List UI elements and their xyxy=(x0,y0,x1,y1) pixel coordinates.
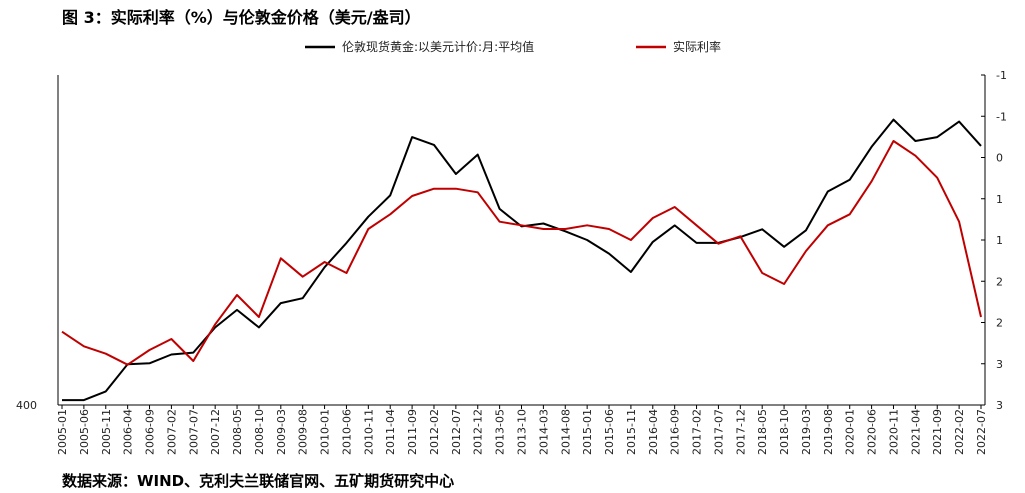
x-tick-label: 2012-02 xyxy=(428,409,441,455)
x-tick-label: 2021-09 xyxy=(931,409,944,455)
x-tick-label: 2019-08 xyxy=(822,409,835,455)
legend: 伦敦现货黄金:以美元计价:月:平均值 实际利率 xyxy=(305,39,721,54)
x-tick-label: 2006-04 xyxy=(122,409,135,455)
x-tick-label: 2020-06 xyxy=(866,409,879,455)
x-tick-label: 2011-04 xyxy=(384,409,397,455)
legend-label: 伦敦现货黄金:以美元计价:月:平均值 xyxy=(342,39,534,54)
x-tick-label: 2012-07 xyxy=(450,409,463,455)
legend-label: 实际利率 xyxy=(673,39,721,54)
x-tick-label: 2014-03 xyxy=(537,409,550,455)
series-line-0 xyxy=(62,118,982,402)
right-tick-label: -1 xyxy=(996,110,1007,123)
x-tick-label: 2007-12 xyxy=(209,409,222,455)
x-tick-label: 2007-07 xyxy=(187,409,200,455)
right-tick-label: 2 xyxy=(996,275,1003,288)
x-tick-label: 2022-02 xyxy=(953,409,966,455)
x-tick-label: 2012-12 xyxy=(472,409,485,455)
right-tick-label: 3 xyxy=(996,358,1003,371)
right-tick-label: 3 xyxy=(996,399,1003,412)
x-tick-label: 2018-10 xyxy=(778,409,791,455)
x-tick-label: 2013-05 xyxy=(494,409,507,455)
right-tick-label: 0 xyxy=(996,152,1003,165)
x-tick-label: 2005-06 xyxy=(78,409,91,455)
x-tick-label: 2005-11 xyxy=(100,409,113,455)
x-tick-label: 2010-11 xyxy=(362,409,375,455)
x-tick-label: 2011-09 xyxy=(406,409,419,455)
series-line-1 xyxy=(61,140,982,366)
x-tick-label: 2005-01 xyxy=(56,409,69,455)
x-tick-label: 2021-04 xyxy=(909,409,922,455)
chart-title: 图 3：实际利率（%）与伦敦金价格（美元/盎司） xyxy=(62,8,421,27)
series-layer xyxy=(61,118,982,402)
x-tick-label: 2009-03 xyxy=(275,409,288,455)
x-tick-label: 2008-10 xyxy=(253,409,266,455)
x-tick-label: 2018-05 xyxy=(756,409,769,455)
x-tick-label: 2010-01 xyxy=(319,409,332,455)
x-tick-label: 2016-04 xyxy=(647,409,660,455)
source-note: 数据来源：WIND、克利夫兰联储官网、五矿期货研究中心 xyxy=(62,472,455,490)
axes: 400 -1 -1 0 1 1 2 2 3 3 2005-01 2005-06 2005-11 2006-… xyxy=(16,69,1007,455)
left-tick-label: 400 xyxy=(16,399,37,412)
x-tick-label: 2019-03 xyxy=(800,409,813,455)
x-tick-label: 2017-02 xyxy=(691,409,704,455)
x-tick-label: 2009-08 xyxy=(297,409,310,455)
x-tick-label: 2016-09 xyxy=(669,409,682,455)
x-tick-label: 2013-10 xyxy=(516,409,529,455)
x-tick-label: 2020-11 xyxy=(887,409,900,455)
right-tick-label: 1 xyxy=(996,193,1003,206)
x-tick-label: 2022-07 xyxy=(975,409,988,455)
right-tick-label: -1 xyxy=(996,69,1007,82)
x-tick-label: 2015-11 xyxy=(625,409,638,455)
x-tick-label: 2008-05 xyxy=(231,409,244,455)
x-tick-label: 2017-07 xyxy=(712,409,725,455)
x-tick-label: 2014-08 xyxy=(559,409,572,455)
x-tick-label: 2015-01 xyxy=(581,409,594,455)
x-tick-label: 2015-06 xyxy=(603,409,616,455)
x-tick-label: 2020-01 xyxy=(844,409,857,455)
x-tick-label: 2010-06 xyxy=(340,409,353,455)
x-tick-label: 2017-12 xyxy=(734,409,747,455)
right-tick-label: 2 xyxy=(996,317,1003,330)
x-tick-label: 2007-02 xyxy=(165,409,178,455)
right-tick-label: 1 xyxy=(996,234,1003,247)
x-tick-label: 2006-09 xyxy=(144,409,157,455)
